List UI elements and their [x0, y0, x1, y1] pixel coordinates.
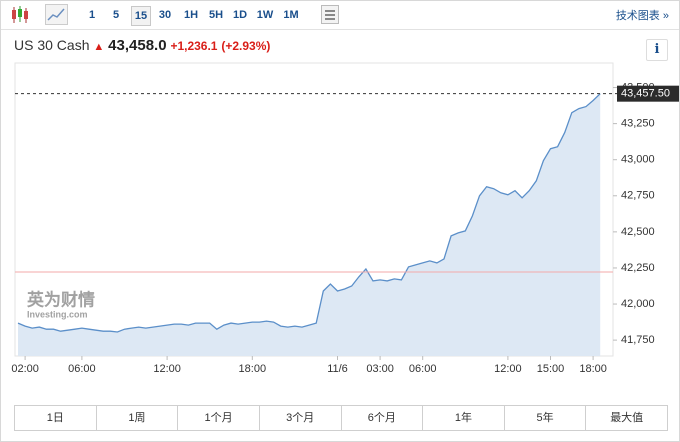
- y-tick-label: 41,750: [621, 334, 655, 346]
- interval-button[interactable]: 5H: [208, 9, 224, 21]
- x-tick-label: 11/6: [327, 363, 348, 375]
- interval-button[interactable]: 5: [112, 9, 120, 21]
- y-tick-label: 42,750: [621, 190, 655, 202]
- x-tick-label: 15:00: [537, 363, 565, 375]
- period-button[interactable]: 3个月: [258, 406, 341, 430]
- last-price-label: 43,457.50: [621, 88, 670, 100]
- x-tick-label: 06:00: [68, 363, 96, 375]
- candle-icon[interactable]: [9, 1, 49, 29]
- period-button[interactable]: 最大值: [585, 406, 667, 430]
- interval-button[interactable]: 1D: [232, 9, 248, 21]
- instrument-name: US 30 Cash: [14, 37, 90, 53]
- x-tick-label: 06:00: [409, 363, 437, 375]
- price-line: [17, 93, 601, 333]
- x-tick-label: 18:00: [239, 363, 267, 375]
- line-icon[interactable]: [45, 4, 69, 26]
- period-buttons: 1日 1周 1个月 3个月 6个月 1年 5年 最大值: [14, 405, 668, 431]
- watermark-site: Investing.com: [27, 309, 88, 319]
- price: 43,458.0: [108, 37, 167, 54]
- interval-button[interactable]: 1W: [256, 9, 274, 21]
- instrument-header: US 30 Cash ▲ 43,458.0 +1,236.1 (+2.93%): [14, 37, 270, 54]
- y-tick-label: 42,500: [621, 226, 655, 238]
- up-arrow: ▲: [93, 41, 105, 53]
- last-price-box: [617, 85, 679, 102]
- period-button[interactable]: 6个月: [340, 406, 423, 430]
- period-button[interactable]: 5年: [503, 406, 586, 430]
- interval-button[interactable]: 1H: [183, 9, 199, 21]
- period-button[interactable]: 1周: [95, 406, 178, 430]
- x-tick-label: 03:00: [366, 363, 394, 375]
- interval-button[interactable]: 30: [158, 9, 172, 21]
- x-tick-label: 12:00: [153, 363, 181, 375]
- price-area: [18, 93, 601, 356]
- x-tick-label: 18:00: [579, 363, 607, 375]
- interval-button[interactable]: 1M: [283, 9, 299, 21]
- period-button[interactable]: 1日: [46, 412, 64, 424]
- y-tick-label: 43,000: [621, 154, 655, 166]
- info-button[interactable]: i: [646, 39, 668, 61]
- y-tick-label: 42,250: [621, 262, 655, 274]
- change: +1,236.1: [170, 39, 218, 53]
- calendar-icon[interactable]: [320, 4, 340, 26]
- toolbar: 1 5 15 30 1H 5H 1D 1W 1M 技术图表 »: [1, 1, 679, 30]
- period-button[interactable]: 1个月: [177, 406, 259, 430]
- tech-chart-link[interactable]: 技术图表 »: [615, 10, 669, 22]
- y-tick-label: 42,000: [621, 298, 655, 310]
- watermark-brand: 英为财情: [27, 289, 95, 309]
- x-tick-label: 02:00: [11, 363, 39, 375]
- y-tick-label: 43,250: [621, 118, 655, 130]
- period-button[interactable]: 1年: [422, 406, 504, 430]
- x-tick-label: 12:00: [494, 363, 522, 375]
- interval-button[interactable]: 1: [88, 9, 96, 21]
- interval-button[interactable]: 15: [131, 6, 151, 26]
- change-pct: (+2.93%): [221, 39, 271, 53]
